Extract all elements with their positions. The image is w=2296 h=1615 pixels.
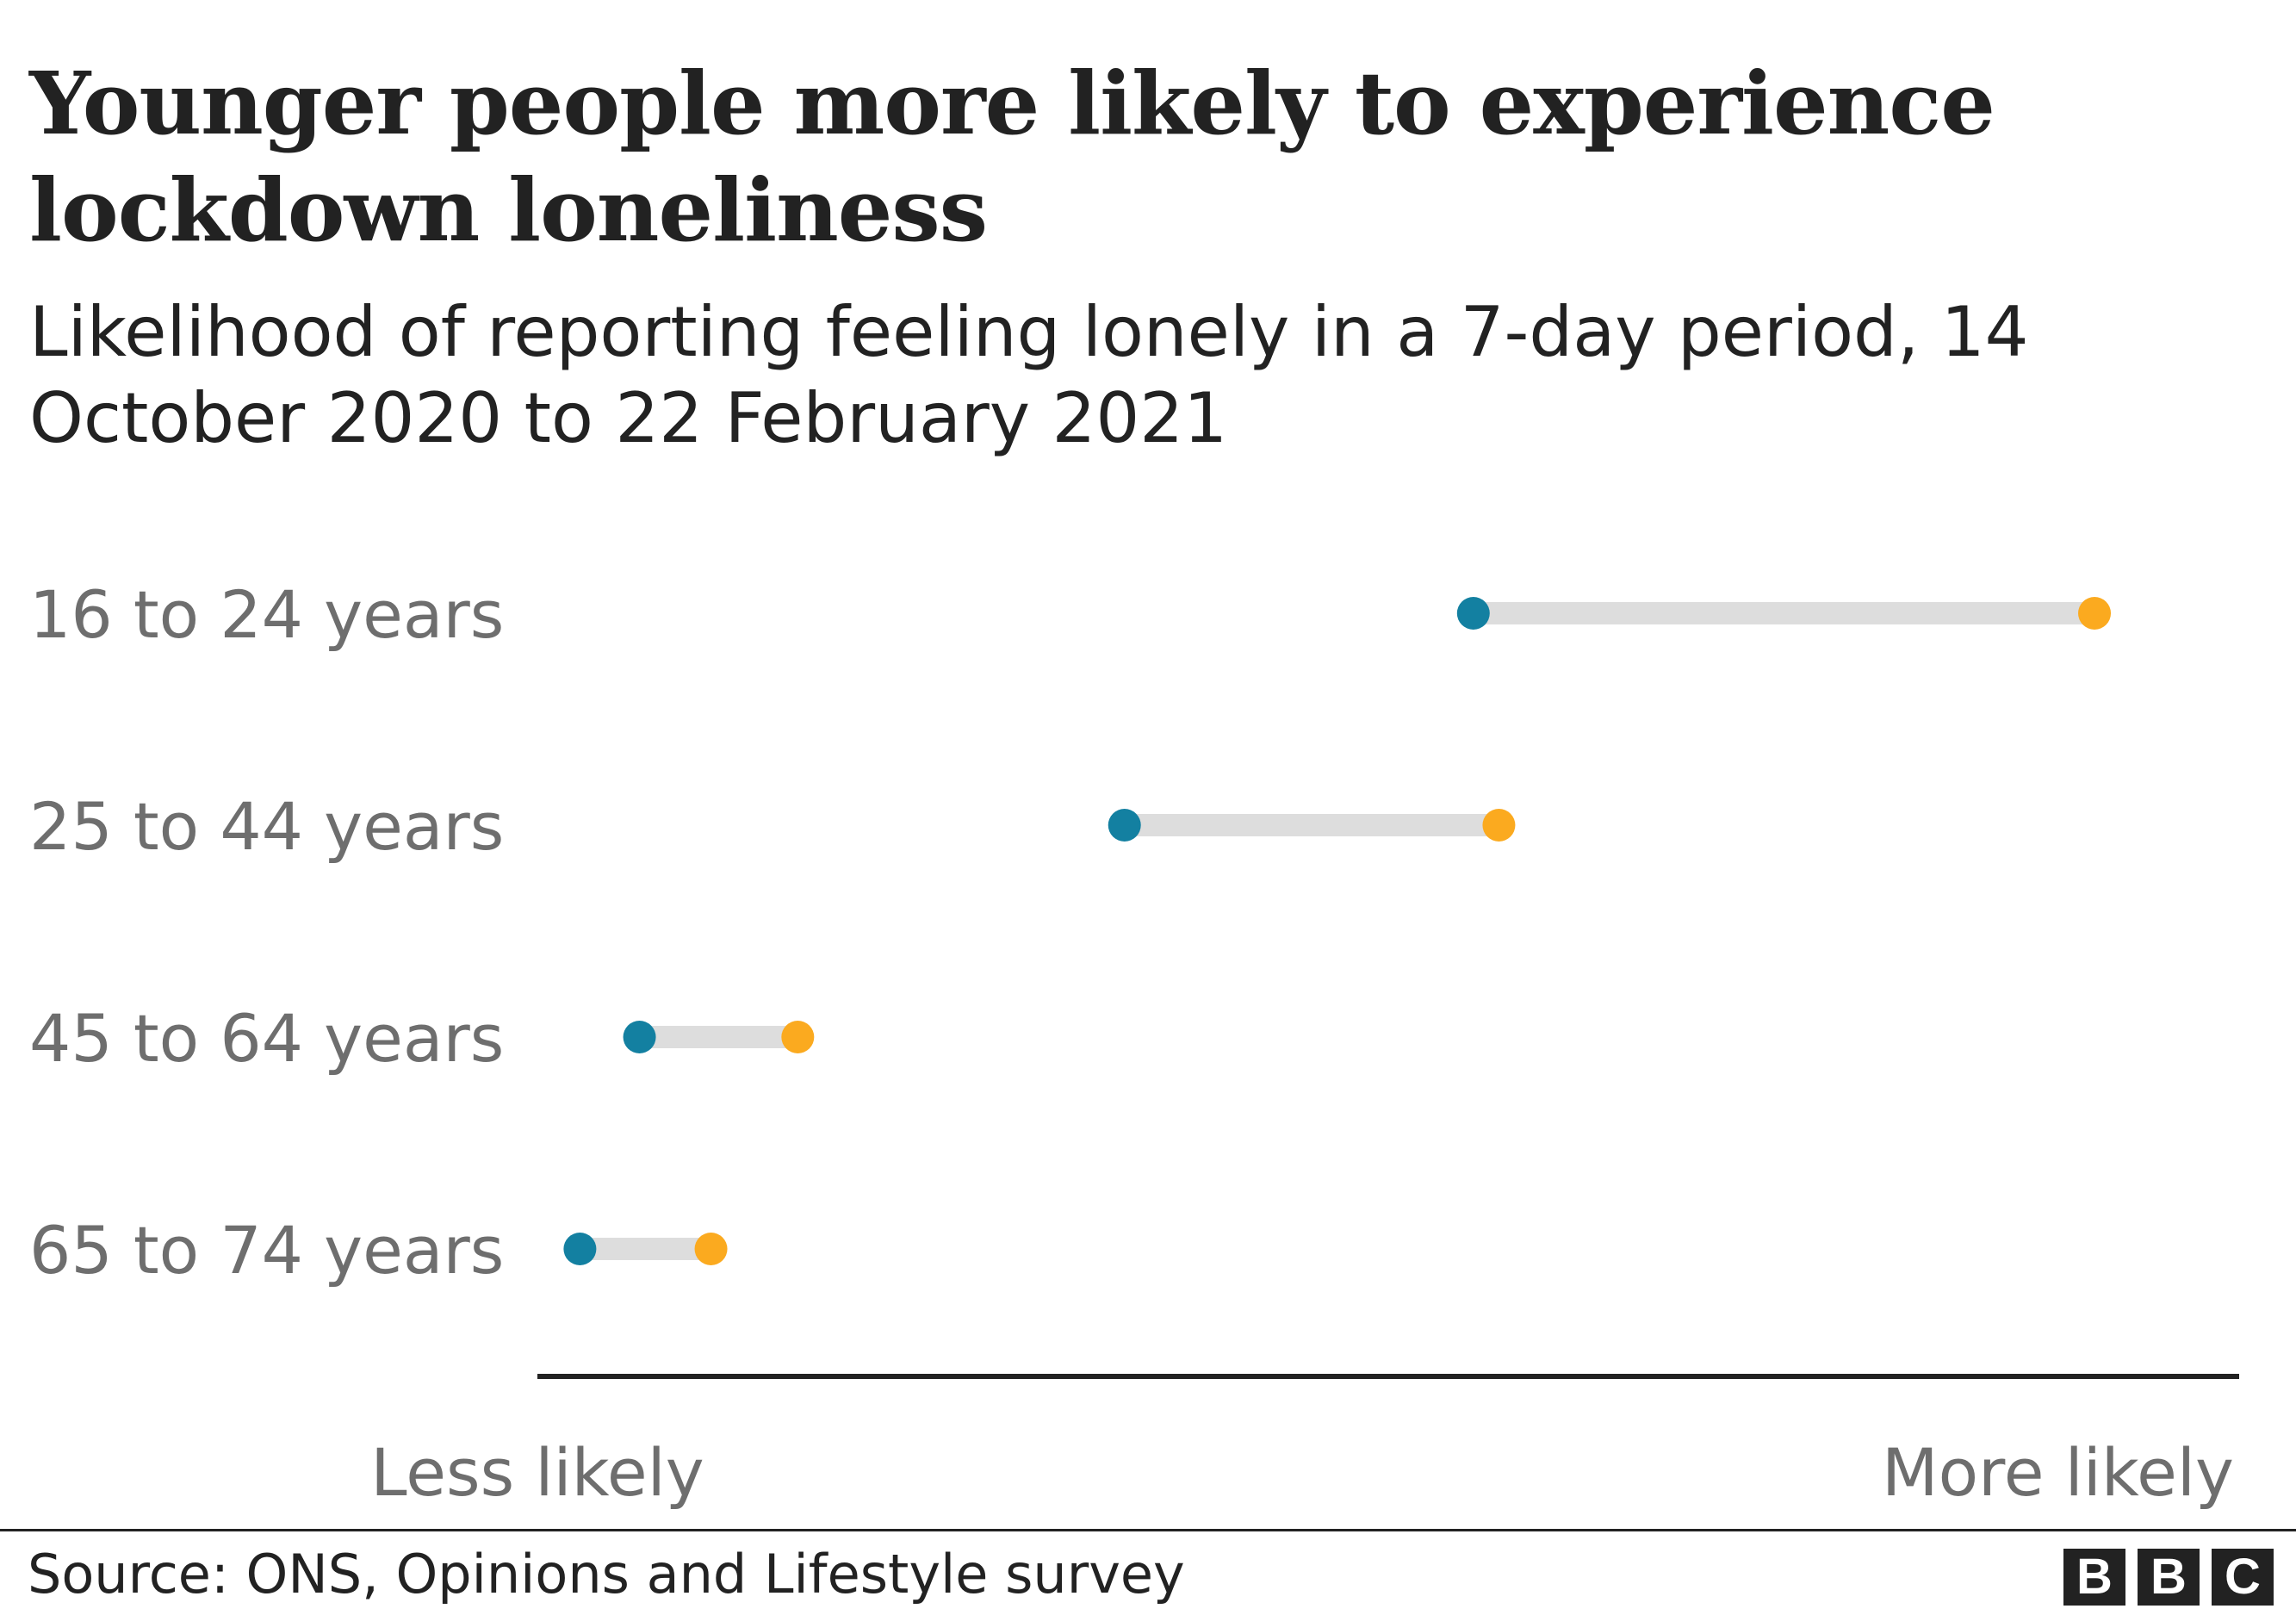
end-point — [781, 1021, 815, 1053]
chart-subtitle: Likelihood of reporting feeling lonely i… — [29, 292, 2029, 458]
end-point — [1482, 809, 1516, 842]
start-point — [1108, 809, 1141, 842]
category-label: 25 to 44 years — [29, 788, 504, 865]
start-point — [1456, 597, 1490, 630]
start-point — [623, 1021, 656, 1053]
logo-letter: B — [2063, 1549, 2125, 1606]
start-point — [563, 1233, 597, 1265]
category-labels: 16 to 24 years 25 to 44 years 45 to 64 y… — [29, 576, 504, 1289]
x-axis-low-label: Less likely — [370, 1434, 704, 1511]
category-label: 45 to 64 years — [29, 1000, 504, 1077]
bbc-logo: B B C — [2063, 1549, 2274, 1606]
logo-letter: B — [2138, 1549, 2200, 1606]
source-note: Source: ONS, Opinions and Lifestyle surv… — [28, 1543, 1185, 1606]
end-point — [2078, 597, 2112, 630]
category-label: 65 to 74 years — [29, 1212, 504, 1289]
category-label: 16 to 24 years — [29, 576, 504, 653]
logo-letter: C — [2212, 1549, 2274, 1606]
dumbbell-marks — [563, 597, 2112, 1265]
x-axis-high-label: More likely — [1882, 1434, 2234, 1511]
footer-divider — [0, 1529, 2296, 1531]
chart-title: Younger people more likely to experience… — [29, 53, 1995, 261]
end-point — [694, 1233, 728, 1265]
